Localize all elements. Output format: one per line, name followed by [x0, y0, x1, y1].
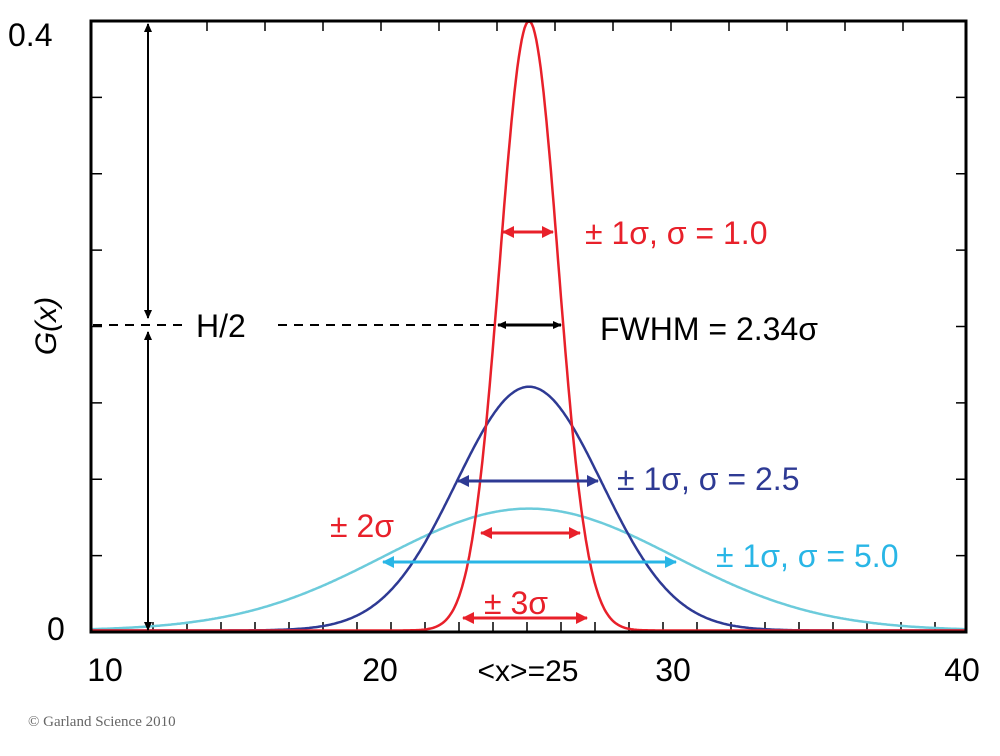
cyan-1sigma-label: ± 1σ, σ = 5.0 — [716, 538, 898, 574]
x-tick-label-40: 40 — [944, 652, 980, 688]
red-3sigma-label: ± 3σ — [484, 585, 548, 621]
copyright-notice: © Garland Science 2010 — [28, 714, 176, 730]
plot-frame — [89, 19, 968, 634]
fwhm-label: FWHM = 2.34σ — [600, 311, 818, 347]
red-2sigma-label: ± 2σ — [330, 508, 394, 544]
x-tick-label-30: 30 — [655, 652, 691, 688]
half-max-label: H/2 — [196, 308, 246, 344]
y-axis-label: G(x) — [30, 297, 63, 355]
blue-1sigma-label: ± 1σ, σ = 2.5 — [617, 461, 799, 497]
x-tick-label-20: 20 — [362, 652, 398, 688]
x-tick-label-10: 10 — [87, 652, 123, 688]
x-tick-label-mean: <x>=25 — [478, 655, 579, 688]
red-1sigma-label: ± 1σ, σ = 1.0 — [585, 215, 767, 251]
gaussian-curve-sigma-5 — [92, 507, 966, 631]
y-tick-label-max: 0.4 — [8, 17, 52, 53]
y-tick-label-zero: 0 — [47, 611, 65, 647]
